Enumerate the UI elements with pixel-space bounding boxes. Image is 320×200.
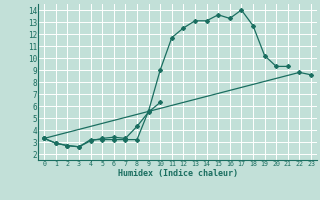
X-axis label: Humidex (Indice chaleur): Humidex (Indice chaleur) [118, 169, 238, 178]
